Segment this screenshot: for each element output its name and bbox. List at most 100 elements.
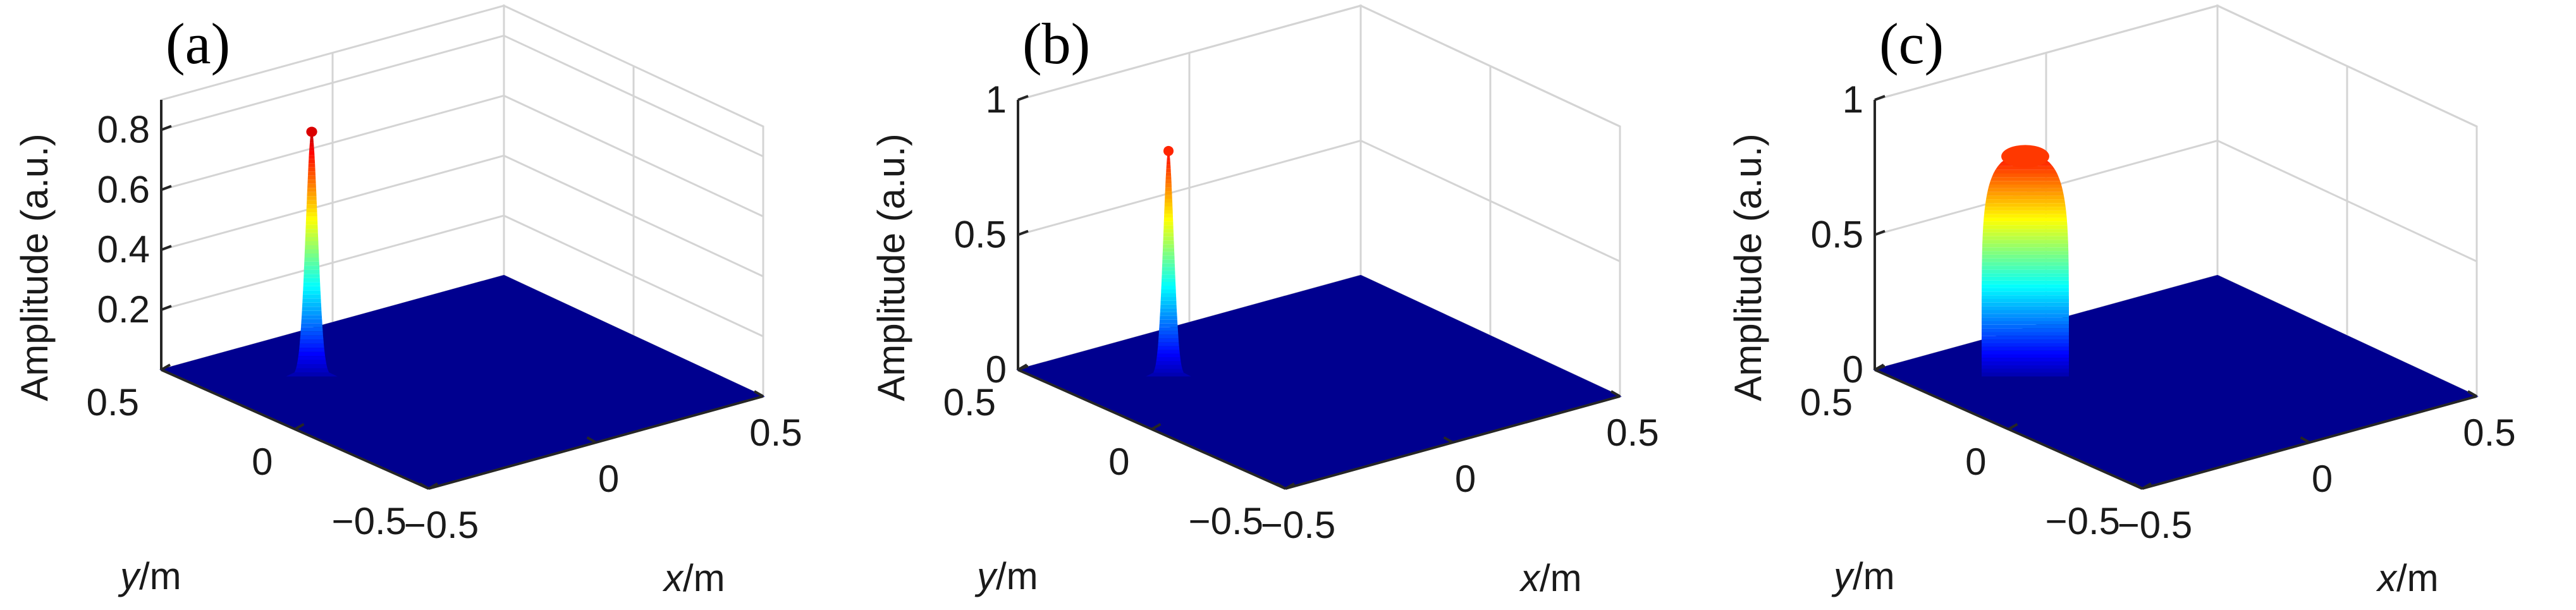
beam-slice (309, 147, 314, 151)
x-tick-mark (2467, 390, 2477, 398)
beam-slice (1982, 273, 2069, 277)
beam-slice (1158, 334, 1179, 339)
beam-slice (1161, 286, 1176, 290)
beam-slice (1982, 328, 2069, 332)
x-axis-label: x/m (662, 557, 725, 599)
beam-slice (308, 171, 316, 176)
y-tick-label: 0.5 (87, 381, 139, 424)
beam-slice (1982, 354, 2069, 358)
beam-slice (1158, 338, 1179, 343)
beam-slice (307, 196, 317, 200)
y-axis-label-var: y (974, 555, 998, 597)
beam-slice (1164, 206, 1173, 210)
z-tick-label: 0.5 (1811, 214, 1863, 256)
x-axis-label-var: x (2376, 557, 2398, 599)
beam-slice (1992, 173, 2059, 178)
beam-slice (1166, 168, 1171, 173)
beam-slice (1163, 233, 1174, 237)
beam-slice (1165, 191, 1172, 195)
beam-slice (1164, 210, 1173, 214)
z-gridline (1874, 4, 2477, 128)
beam-slice (1982, 299, 2069, 303)
z-tick-mark (161, 305, 172, 311)
beam-slice (1982, 236, 2068, 240)
beam-slice (307, 183, 316, 188)
beam-slice (1982, 339, 2069, 343)
beam-slice (1982, 324, 2069, 329)
y-axis-label: y/m (118, 555, 181, 597)
beam-slice (298, 348, 325, 352)
y-axis-label-unit: /m (996, 555, 1038, 597)
z-axis-label: Amplitude (a.u.) (1727, 133, 1769, 401)
beam-slice (305, 224, 318, 229)
beam-slice (301, 323, 322, 327)
beam-slice (302, 310, 322, 315)
beam-slice (1982, 372, 2069, 377)
beam-slice (1986, 195, 2064, 200)
beam-slice (1982, 295, 2069, 299)
z-axis-label: Amplitude (a.u.) (13, 133, 56, 401)
beam-slice (1160, 304, 1177, 308)
y-axis-label: y/m (1831, 555, 1895, 597)
beam-slice (307, 180, 316, 184)
beam-slice (305, 233, 319, 237)
beam-slice (1982, 291, 2069, 296)
beam-slice (1164, 202, 1173, 207)
beam-slice (1982, 321, 2069, 325)
beam-slice (305, 221, 318, 225)
beam-slice (303, 282, 321, 286)
x-axis-label: x/m (2376, 557, 2439, 599)
beam-slice (301, 319, 322, 324)
beam-slice (1159, 323, 1178, 327)
beam-slice (1160, 297, 1177, 301)
y-tick-mark (1017, 363, 1027, 371)
z-tick-label: 0 (1843, 348, 1863, 391)
beam-slice (1162, 252, 1175, 256)
z-gridline (1874, 139, 2477, 262)
beam-slice (1982, 276, 2069, 281)
beam-slice (304, 269, 320, 274)
beam-slice (302, 298, 321, 303)
beam-slice (304, 261, 319, 266)
z-tick-label: 0.5 (954, 214, 1007, 256)
x-tick-mark (419, 482, 429, 490)
beam-slice (1160, 312, 1177, 316)
z-tick-mark (1874, 229, 1886, 236)
beam-slice (1158, 342, 1179, 346)
beam-slice (1165, 176, 1172, 180)
y-tick-label: 0 (1108, 441, 1129, 483)
beam-slice (1165, 187, 1172, 192)
beam-slice (1163, 217, 1174, 222)
y-tick-label: 0.5 (943, 381, 996, 424)
y-tick-label: 0 (1965, 441, 1986, 483)
beam-slice (302, 302, 322, 307)
beam-peak (306, 126, 317, 137)
beam-slice (1982, 350, 2069, 355)
beam-slice (1982, 362, 2069, 365)
beam-slice (1161, 282, 1176, 286)
beam-slice (1163, 229, 1174, 233)
beam-slice (297, 356, 326, 360)
beam-slice (1163, 244, 1174, 248)
beam-slice (1157, 350, 1180, 354)
beam-slice (1987, 192, 2064, 196)
y-tick-label: −0.5 (2045, 500, 2120, 542)
beam-slice (1162, 267, 1175, 271)
beam-slice (286, 372, 338, 377)
x-axis-label-var: x (1519, 557, 1541, 599)
z-tick-label: 1 (986, 78, 1007, 121)
beam-peak (2001, 145, 2049, 168)
z-tick-label: 0.8 (97, 108, 150, 150)
beam-slice (307, 175, 316, 180)
beam-slice (294, 368, 329, 372)
beam-slice (306, 208, 317, 213)
beam-slice (304, 257, 319, 262)
beam-slice (1982, 302, 2069, 307)
z-gridline (161, 154, 764, 278)
beam-slice (1993, 169, 2058, 174)
beam-slice (1157, 346, 1180, 350)
beam-slice (1162, 274, 1175, 279)
y-axis-label-var: y (1831, 555, 1855, 597)
beam-slice (1163, 240, 1174, 245)
panel-a: 0.2 0.4 0.6 0.8 0.5 0 −0.5−0.5 0 0.5 Amplitude (a… (13, 4, 802, 599)
